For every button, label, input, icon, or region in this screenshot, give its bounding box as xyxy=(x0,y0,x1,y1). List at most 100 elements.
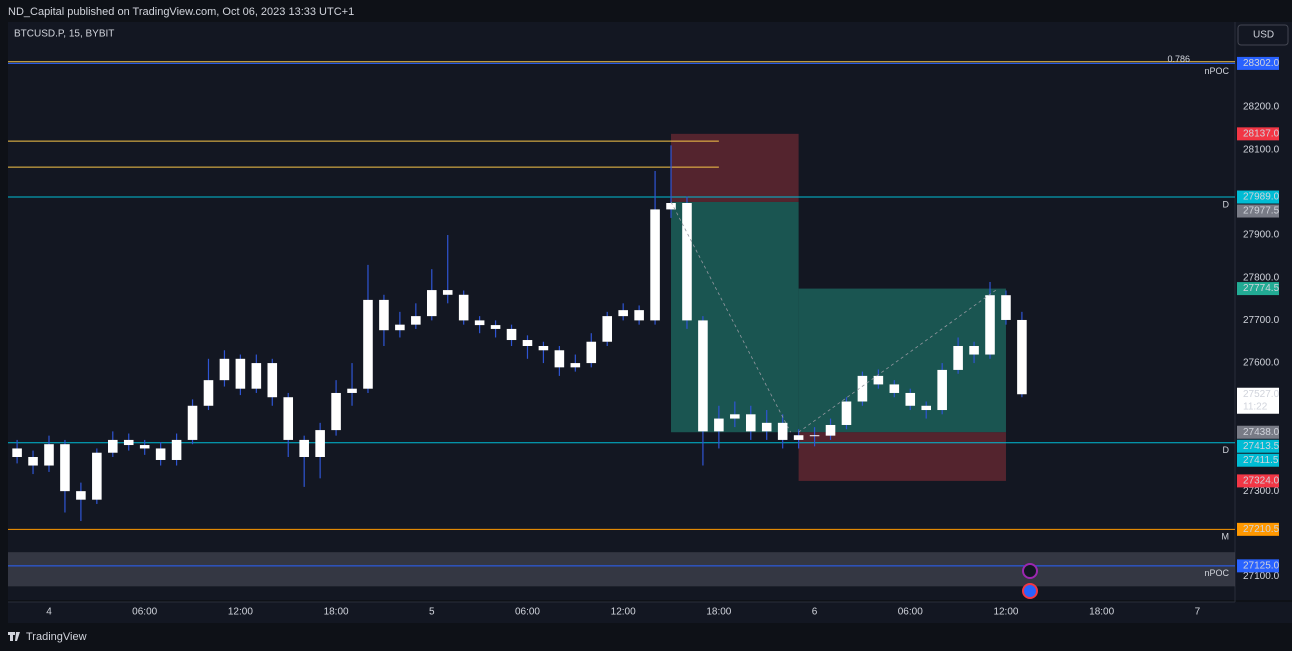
price-label-box xyxy=(1237,559,1279,573)
candle-body xyxy=(155,448,166,460)
header: ND_Capital published on TradingView.com,… xyxy=(8,6,354,18)
candle-body xyxy=(777,422,788,440)
price-label-box xyxy=(1237,453,1279,467)
candle-body xyxy=(474,320,485,326)
candle-body xyxy=(139,445,150,449)
candle-body xyxy=(953,346,963,370)
candle-body xyxy=(985,295,995,355)
candle-body xyxy=(506,328,517,341)
price-label-box xyxy=(1237,56,1279,70)
candle-body xyxy=(809,435,820,437)
candle-body xyxy=(331,392,341,431)
candle-body xyxy=(761,422,772,432)
candle-body xyxy=(650,209,660,321)
x-tick-label: 5 xyxy=(429,607,435,618)
zone xyxy=(8,552,1235,587)
candle-body xyxy=(92,452,102,500)
y-tick-label: 27100.0 xyxy=(1243,571,1280,582)
candle-body xyxy=(969,346,979,355)
candle-body xyxy=(538,346,549,351)
candle-body xyxy=(825,424,836,436)
price-label-box xyxy=(1237,474,1279,488)
currency-button[interactable] xyxy=(1237,24,1289,46)
price-label: 27411.5 xyxy=(1243,455,1279,466)
candle-body xyxy=(730,414,740,419)
candle-body xyxy=(841,401,852,425)
price-label-box xyxy=(1237,425,1279,439)
candle-body xyxy=(347,388,357,393)
candle-body xyxy=(889,384,900,393)
price-label: 27125.0 xyxy=(1243,560,1280,571)
currency: USD xyxy=(1253,30,1274,41)
level-label: D xyxy=(1223,199,1230,209)
candle-body xyxy=(76,491,86,500)
candle-body xyxy=(411,316,421,325)
y-tick-label: 28100.0 xyxy=(1243,144,1280,155)
price-label-box xyxy=(1237,204,1279,218)
candle-body xyxy=(395,324,405,331)
x-tick-label: 06:00 xyxy=(132,607,157,618)
level-label: nPOC xyxy=(1204,66,1229,76)
candle-body xyxy=(219,358,230,381)
candle-body xyxy=(235,358,246,389)
candle-body xyxy=(363,299,373,389)
price-label: 27438.0 xyxy=(1243,427,1280,438)
event-icons xyxy=(1022,563,1038,599)
price-label-box xyxy=(1237,439,1279,453)
x-tick-label: 7 xyxy=(1195,607,1201,618)
candle-body xyxy=(203,380,214,406)
x-tick-label: 18:00 xyxy=(1089,607,1114,618)
profit-zone xyxy=(671,201,799,433)
candle-body xyxy=(379,299,389,331)
price-label: 27210.5 xyxy=(1243,524,1280,535)
price-label: 27413.5 xyxy=(1243,441,1280,452)
level-label: 0.786 xyxy=(1167,54,1190,64)
countdown: 11:22 xyxy=(1243,401,1268,412)
price-label: 28302.0 xyxy=(1243,58,1280,69)
loss-zone xyxy=(798,432,1006,481)
candle-body xyxy=(522,340,533,347)
candle-body xyxy=(745,414,756,432)
candle-body xyxy=(171,439,182,460)
candle-body xyxy=(458,294,469,321)
candle-body xyxy=(698,320,708,432)
candle-body xyxy=(267,363,278,398)
x-tick-label: 06:00 xyxy=(898,607,923,618)
candle-body xyxy=(490,325,501,329)
candle-body xyxy=(921,405,932,411)
price-label-box xyxy=(1237,522,1279,536)
candle-body xyxy=(108,439,118,453)
x-tick-label: 18:00 xyxy=(706,607,731,618)
x-tick-label: 4 xyxy=(46,607,52,618)
candle-body xyxy=(60,444,70,492)
candle-body xyxy=(570,363,581,368)
level-label: nPOC xyxy=(1204,568,1229,578)
logo xyxy=(8,632,20,641)
candle-body xyxy=(28,456,38,466)
y-tick-label: 27300.0 xyxy=(1243,486,1280,497)
trade-path xyxy=(798,288,999,433)
candle-body xyxy=(426,290,437,317)
candle-body xyxy=(857,375,868,402)
candle-body xyxy=(123,439,134,446)
candle-body xyxy=(283,397,294,440)
candle-body xyxy=(666,202,676,210)
price-axis xyxy=(1235,22,1292,600)
loss-zone xyxy=(671,133,799,202)
candle-body xyxy=(873,375,884,385)
candle-body xyxy=(602,316,613,342)
price-label-box xyxy=(1237,127,1279,141)
candle-body xyxy=(187,405,198,440)
price-label-box xyxy=(1237,190,1279,204)
candle-body xyxy=(682,202,692,321)
candle-body xyxy=(634,310,644,321)
profit-zone xyxy=(798,288,1006,433)
price-label: 27977.5 xyxy=(1243,206,1280,217)
candle-body xyxy=(1001,295,1011,320)
trade-path xyxy=(670,201,791,433)
candle-body xyxy=(1017,319,1027,395)
level-label: D xyxy=(1223,445,1230,455)
x-tick-label: 12:00 xyxy=(993,607,1018,618)
